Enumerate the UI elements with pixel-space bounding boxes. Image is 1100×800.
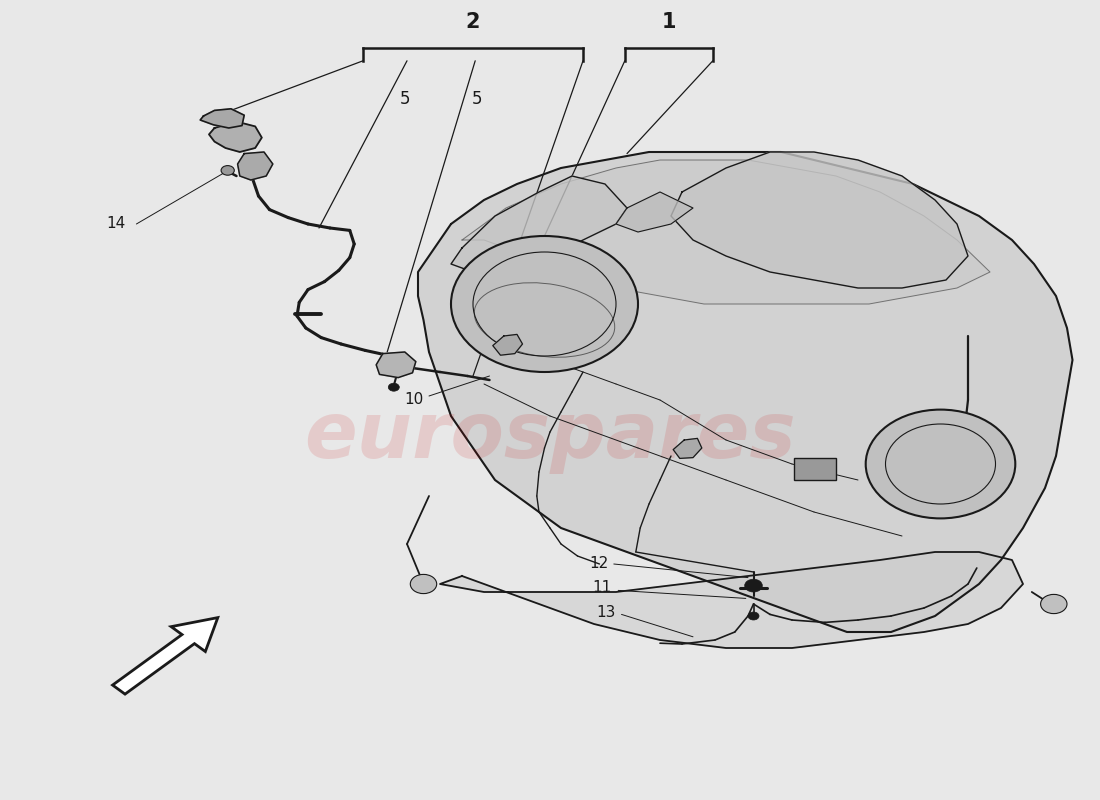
Text: 12: 12	[590, 557, 608, 571]
Text: 5: 5	[472, 90, 483, 108]
Circle shape	[1041, 594, 1067, 614]
Circle shape	[745, 579, 762, 592]
Polygon shape	[616, 192, 693, 232]
Text: 1: 1	[661, 12, 676, 32]
Circle shape	[866, 410, 1015, 518]
Circle shape	[410, 574, 437, 594]
Polygon shape	[671, 152, 968, 288]
Polygon shape	[418, 152, 1072, 632]
Polygon shape	[673, 438, 702, 458]
FancyArrow shape	[112, 618, 218, 694]
Polygon shape	[200, 109, 244, 128]
Text: 11: 11	[592, 581, 612, 595]
Polygon shape	[209, 122, 262, 152]
Text: eurospares: eurospares	[305, 398, 795, 474]
Polygon shape	[376, 352, 416, 378]
Circle shape	[451, 236, 638, 372]
Polygon shape	[493, 334, 522, 355]
Bar	[794, 458, 836, 480]
Polygon shape	[451, 176, 627, 272]
Circle shape	[388, 383, 399, 391]
Circle shape	[748, 612, 759, 620]
Text: 2: 2	[465, 12, 481, 32]
Polygon shape	[440, 552, 1023, 648]
Text: 14: 14	[106, 217, 125, 231]
Text: 13: 13	[596, 606, 616, 620]
Text: 5: 5	[399, 90, 410, 108]
Polygon shape	[238, 152, 273, 180]
Circle shape	[221, 166, 234, 175]
Polygon shape	[462, 160, 990, 304]
Text: 10: 10	[405, 393, 424, 407]
